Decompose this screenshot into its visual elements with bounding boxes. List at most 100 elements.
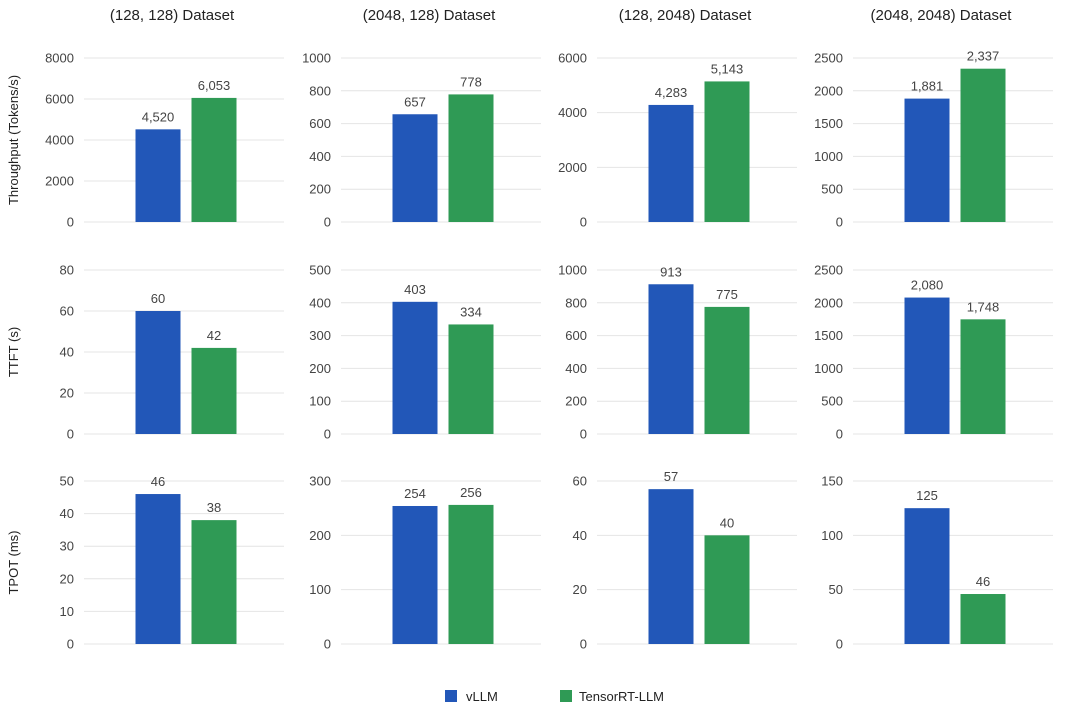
- y-tick-label: 0: [67, 637, 74, 652]
- data-label: 4,283: [655, 85, 688, 100]
- data-label: 334: [460, 304, 482, 319]
- y-tick-label: 200: [309, 182, 331, 197]
- chart-panels: (128, 128) Dataset (2048, 128) Dataset (12…: [6, 7, 1053, 652]
- panel: 0 2000 4000 6000 8000 4,520 6,053: [45, 51, 284, 230]
- y-tick-label: 200: [565, 394, 587, 409]
- panel: 0 20 40 60 57 40: [573, 469, 797, 652]
- bar-vllm: [648, 104, 694, 222]
- y-tick-label: 400: [565, 361, 587, 376]
- y-tick-label: 8000: [45, 51, 74, 66]
- data-label: 403: [404, 282, 426, 297]
- bar-vllm: [392, 505, 438, 644]
- bar-tensorrt-llm: [960, 319, 1006, 434]
- y-tick-label: 0: [324, 427, 331, 442]
- data-label: 46: [151, 474, 165, 489]
- panel: 0 20 40 60 80 60 42: [60, 263, 284, 442]
- y-tick-label: 800: [309, 83, 331, 98]
- y-tick-label: 10: [60, 604, 74, 619]
- y-tick-label: 80: [60, 263, 74, 278]
- y-tick-label: 0: [580, 427, 587, 442]
- data-label: 254: [404, 486, 426, 501]
- y-tick-label: 2000: [814, 83, 843, 98]
- y-tick-label: 1500: [814, 328, 843, 343]
- y-tick-label: 200: [309, 361, 331, 376]
- row-axis-label: TTFT (s): [6, 327, 21, 377]
- legend: vLLM TensorRT-LLM: [445, 689, 664, 704]
- bar-vllm: [135, 311, 181, 434]
- bar-vllm: [392, 301, 438, 434]
- panel: 0 10 20 30 40 50 46 38: [60, 474, 284, 652]
- data-label: 46: [976, 574, 990, 589]
- y-tick-label: 20: [60, 386, 74, 401]
- data-label: 38: [207, 500, 221, 515]
- y-tick-label: 6000: [558, 51, 587, 66]
- y-tick-label: 100: [821, 528, 843, 543]
- legend-label-vllm: vLLM: [466, 689, 498, 704]
- y-tick-label: 0: [836, 427, 843, 442]
- bar-tensorrt-llm: [448, 324, 494, 434]
- data-label: 778: [460, 74, 482, 89]
- y-tick-label: 500: [821, 394, 843, 409]
- data-label: 2,080: [911, 278, 944, 293]
- data-label: 42: [207, 328, 221, 343]
- data-label: 1,881: [911, 79, 944, 94]
- bar-vllm: [904, 508, 950, 644]
- bar-tensorrt-llm: [191, 97, 237, 222]
- y-tick-label: 300: [309, 328, 331, 343]
- y-tick-label: 1500: [814, 116, 843, 131]
- bar-vllm: [135, 129, 181, 222]
- y-tick-label: 2500: [814, 263, 843, 278]
- bar-vllm: [648, 489, 694, 644]
- panel: 0 200 400 600 800 1000 913 775: [558, 263, 797, 442]
- bar-tensorrt-llm: [191, 520, 237, 644]
- bar-tensorrt-llm: [704, 81, 750, 222]
- y-tick-label: 4000: [45, 133, 74, 148]
- panel: 0 100 200 300 254 256: [309, 474, 541, 652]
- data-label: 40: [720, 515, 734, 530]
- y-tick-label: 0: [67, 427, 74, 442]
- panel: 0 50 100 150 125 46: [821, 474, 1053, 652]
- data-label: 60: [151, 291, 165, 306]
- y-tick-label: 100: [309, 394, 331, 409]
- data-label: 913: [660, 264, 682, 279]
- y-tick-label: 800: [565, 295, 587, 310]
- data-label: 2,337: [967, 49, 1000, 64]
- bar-tensorrt-llm: [448, 94, 494, 222]
- y-tick-label: 600: [309, 116, 331, 131]
- y-tick-label: 100: [309, 582, 331, 597]
- legend-swatch-tensorrt-llm: [560, 690, 572, 702]
- y-tick-label: 0: [836, 637, 843, 652]
- y-tick-label: 200: [309, 528, 331, 543]
- y-tick-label: 0: [580, 215, 587, 230]
- data-label: 5,143: [711, 61, 744, 76]
- bar-tensorrt-llm: [960, 594, 1006, 644]
- y-tick-label: 40: [573, 528, 587, 543]
- bar-vllm: [904, 98, 950, 222]
- y-tick-label: 4000: [558, 105, 587, 120]
- data-label: 256: [460, 485, 482, 500]
- data-label: 125: [916, 488, 938, 503]
- y-tick-label: 0: [67, 215, 74, 230]
- panel: 0 500 1000 1500 2000 2500 2,080 1,748: [814, 263, 1053, 442]
- y-tick-label: 50: [829, 582, 843, 597]
- y-tick-label: 20: [573, 582, 587, 597]
- y-tick-label: 50: [60, 474, 74, 489]
- y-tick-label: 500: [821, 182, 843, 197]
- bar-tensorrt-llm: [448, 504, 494, 644]
- y-tick-label: 40: [60, 506, 74, 521]
- y-tick-label: 400: [309, 295, 331, 310]
- column-title: (2048, 128) Dataset: [363, 7, 496, 24]
- panel: 0 100 200 300 400 500 403 334: [309, 263, 541, 442]
- data-label: 4,520: [142, 109, 175, 124]
- y-tick-label: 0: [836, 215, 843, 230]
- y-tick-label: 1000: [814, 361, 843, 376]
- bar-tensorrt-llm: [191, 347, 237, 434]
- data-label: 775: [716, 287, 738, 302]
- bar-vllm: [648, 284, 694, 434]
- column-title: (128, 2048) Dataset: [619, 7, 752, 24]
- y-tick-label: 0: [580, 637, 587, 652]
- legend-swatch-vllm: [445, 690, 457, 702]
- y-tick-label: 2500: [814, 51, 843, 66]
- y-tick-label: 300: [309, 474, 331, 489]
